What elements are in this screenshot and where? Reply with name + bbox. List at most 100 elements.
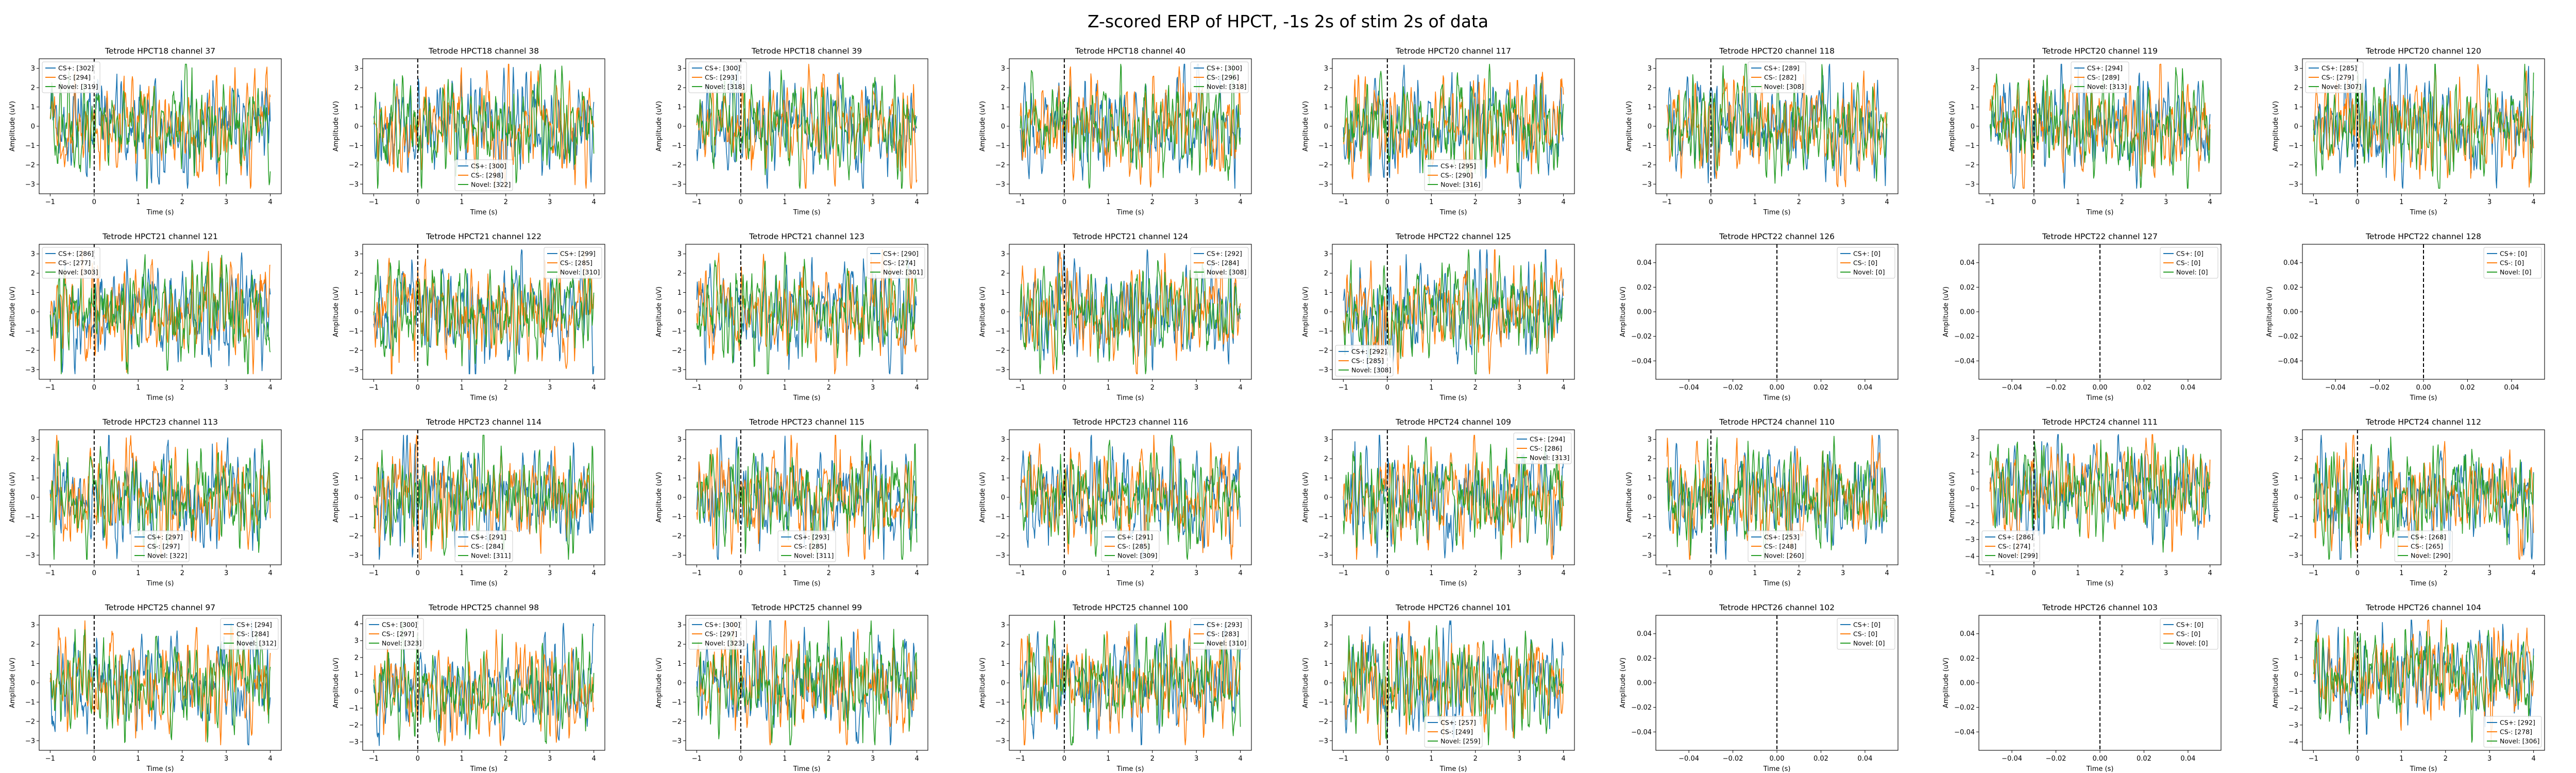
series-line xyxy=(49,434,271,559)
y-tick-label: −1 xyxy=(672,513,682,521)
x-tick-label: −1 xyxy=(369,198,379,206)
legend-box xyxy=(1190,618,1249,650)
legend: CS+: [292]CS-: [284]Novel: [308] xyxy=(1190,247,1249,279)
subplot: Tetrode HPCT26 channel 102 −0.04 −0.02 0.00… xyxy=(1619,603,1899,773)
y-tick-label: 0.00 xyxy=(1960,680,1975,687)
x-tick-label: 2 xyxy=(2444,569,2448,577)
y-tick-label: −3 xyxy=(1318,181,1328,189)
y-tick-label: −2 xyxy=(995,718,1005,726)
y-tick-label: 2 xyxy=(1001,270,1005,278)
y-tick-label: 0 xyxy=(354,688,359,696)
x-tick-label: 3 xyxy=(548,569,552,577)
x-tick-label: 0 xyxy=(1385,384,1389,392)
x-tick-label: 1 xyxy=(2076,198,2080,206)
y-tick-label: −1 xyxy=(25,328,35,335)
x-tick-label: 3 xyxy=(871,384,875,392)
y-tick-label: −2 xyxy=(1318,532,1328,540)
x-tick-label: 3 xyxy=(1841,569,1845,577)
legend-label: CS-: [0] xyxy=(1853,630,1877,638)
y-tick-label: −3 xyxy=(1318,552,1328,560)
x-tick-label: −1 xyxy=(1985,569,1995,577)
x-tick-label: 4 xyxy=(1561,198,1565,206)
x-tick-label: 0 xyxy=(1062,198,1066,206)
y-tick-label: 2 xyxy=(1971,85,1975,92)
y-tick-label: 2 xyxy=(354,270,359,278)
x-tick-label: 4 xyxy=(2531,755,2535,763)
x-tick-label: −1 xyxy=(1662,198,1672,206)
y-axis-label: Amplitude (uV) xyxy=(9,287,16,337)
x-tick-label: 0.04 xyxy=(2504,384,2519,392)
legend-label: Novel: [299] xyxy=(1998,552,2038,560)
x-axis-label: Time (s) xyxy=(1439,394,1467,402)
x-tick-label: 0.02 xyxy=(2460,384,2475,392)
series-line xyxy=(1343,434,1564,559)
legend-label: CS-: [284] xyxy=(236,630,269,638)
subplot-title: Tetrode HPCT26 channel 102 xyxy=(1719,603,1835,612)
y-tick-label: −0.02 xyxy=(1631,704,1652,712)
x-tick-label: 1 xyxy=(783,384,787,392)
x-tick-label: 0 xyxy=(1385,198,1389,206)
series-line xyxy=(49,623,271,743)
y-tick-label: 0 xyxy=(1971,123,1975,131)
y-tick-label: −3 xyxy=(672,552,682,560)
legend-label: Novel: [259] xyxy=(1440,737,1480,745)
x-tick-label: −0.02 xyxy=(2369,384,2390,392)
legend-box xyxy=(2160,247,2218,279)
x-tick-label: 0 xyxy=(92,569,96,577)
y-tick-label: −3 xyxy=(25,552,35,560)
x-tick-label: −1 xyxy=(45,198,55,206)
y-tick-label: −3 xyxy=(25,366,35,374)
y-tick-label: 1 xyxy=(1324,104,1328,111)
subplot-title: Tetrode HPCT23 channel 114 xyxy=(426,417,541,427)
legend-label: CS-: [293] xyxy=(705,74,737,81)
x-tick-label: 1 xyxy=(136,384,140,392)
y-tick-label: −2 xyxy=(349,347,359,355)
x-tick-label: 1 xyxy=(2399,569,2403,577)
legend-box xyxy=(1837,618,1895,650)
x-tick-label: 0.00 xyxy=(2093,384,2108,392)
x-tick-label: 1 xyxy=(2399,755,2403,763)
series-line xyxy=(49,252,271,375)
x-axis-label: Time (s) xyxy=(1116,394,1144,402)
x-tick-label: 4 xyxy=(1561,384,1565,392)
series-line xyxy=(2313,619,2534,745)
y-tick-label: −2 xyxy=(672,532,682,540)
x-tick-label: 0.02 xyxy=(2137,755,2151,763)
x-tick-label: 3 xyxy=(548,755,552,763)
series-line xyxy=(2313,627,2534,743)
y-tick-label: 1 xyxy=(2294,104,2298,111)
legend: CS+: [286]CS-: [277]Novel: [303] xyxy=(42,247,100,279)
y-tick-label: −3 xyxy=(672,737,682,745)
legend-box xyxy=(2394,530,2453,562)
x-axis-label: Time (s) xyxy=(2410,394,2437,402)
x-tick-label: −1 xyxy=(692,198,702,206)
x-tick-label: −1 xyxy=(1338,569,1348,577)
y-tick-label: −3 xyxy=(1965,536,1975,544)
y-tick-label: 0 xyxy=(1001,680,1005,687)
legend-label: CS+: [268] xyxy=(2411,533,2446,541)
subplot: Tetrode HPCT25 channel 97 −1 0 1 2 3 4 −3 −2 −1 0 1… xyxy=(9,603,282,773)
y-axis-label: Amplitude (uV) xyxy=(2272,101,2280,152)
legend: CS+: [257]CS-: [249]Novel: [259] xyxy=(1424,716,1483,748)
y-tick-label: 3 xyxy=(1648,436,1652,444)
y-tick-label: −2 xyxy=(2289,161,2298,169)
x-tick-label: 0 xyxy=(2355,569,2360,577)
legend-label: CS+: [300] xyxy=(705,64,740,72)
y-tick-label: 0 xyxy=(1971,485,1975,493)
legend-label: CS-: [285] xyxy=(1351,357,1384,365)
legend: CS+: [302] CS-: [294] Novel: [319] xyxy=(42,61,100,93)
legend-label: CS+: [257] xyxy=(1440,719,1476,727)
x-tick-label: 0 xyxy=(1062,384,1066,392)
legend-box xyxy=(2483,247,2542,279)
y-tick-label: −1 xyxy=(1642,513,1652,521)
x-tick-label: 0 xyxy=(2032,569,2036,577)
x-tick-label: 4 xyxy=(591,198,596,206)
x-tick-label: −1 xyxy=(2309,198,2318,206)
x-tick-label: 0 xyxy=(416,569,420,577)
y-axis-label: Amplitude (uV) xyxy=(1625,101,1633,152)
y-tick-label: −1 xyxy=(672,328,682,335)
legend-box xyxy=(1837,247,1895,279)
y-axis-label: Amplitude (uV) xyxy=(332,101,340,152)
x-tick-label: 3 xyxy=(1517,755,1521,763)
x-tick-label: −0.04 xyxy=(2325,384,2346,392)
